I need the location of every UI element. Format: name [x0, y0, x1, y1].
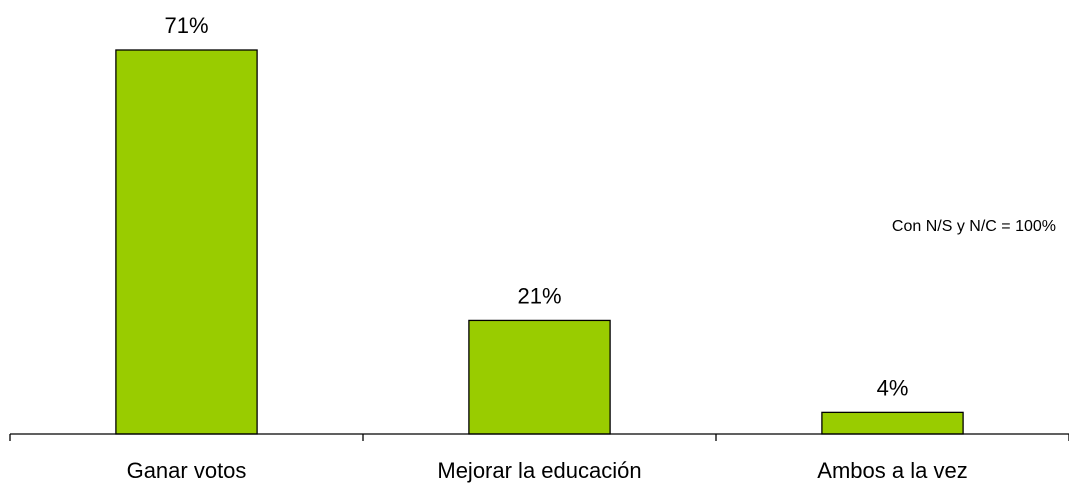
data-label: 4%: [877, 375, 909, 400]
data-label: 21%: [517, 283, 561, 308]
data-label: 71%: [164, 13, 208, 38]
x-tick-label: Ganar votos: [127, 458, 247, 483]
x-tick-label: Mejorar la educación: [437, 458, 641, 483]
bar: [115, 49, 258, 435]
x-tick-label: Ambos a la vez: [817, 458, 967, 483]
bar: [468, 319, 611, 435]
chart-note: Con N/S y N/C = 100%: [892, 218, 1056, 235]
data-labels-layer: 71% 21% 4%: [164, 13, 908, 400]
category-labels-layer: Ganar votos Mejorar la educación Ambos a l…: [127, 458, 968, 483]
bars-layer: [115, 49, 964, 435]
x-axis-ticks: [9, 434, 1069, 441]
bar: [821, 411, 964, 435]
